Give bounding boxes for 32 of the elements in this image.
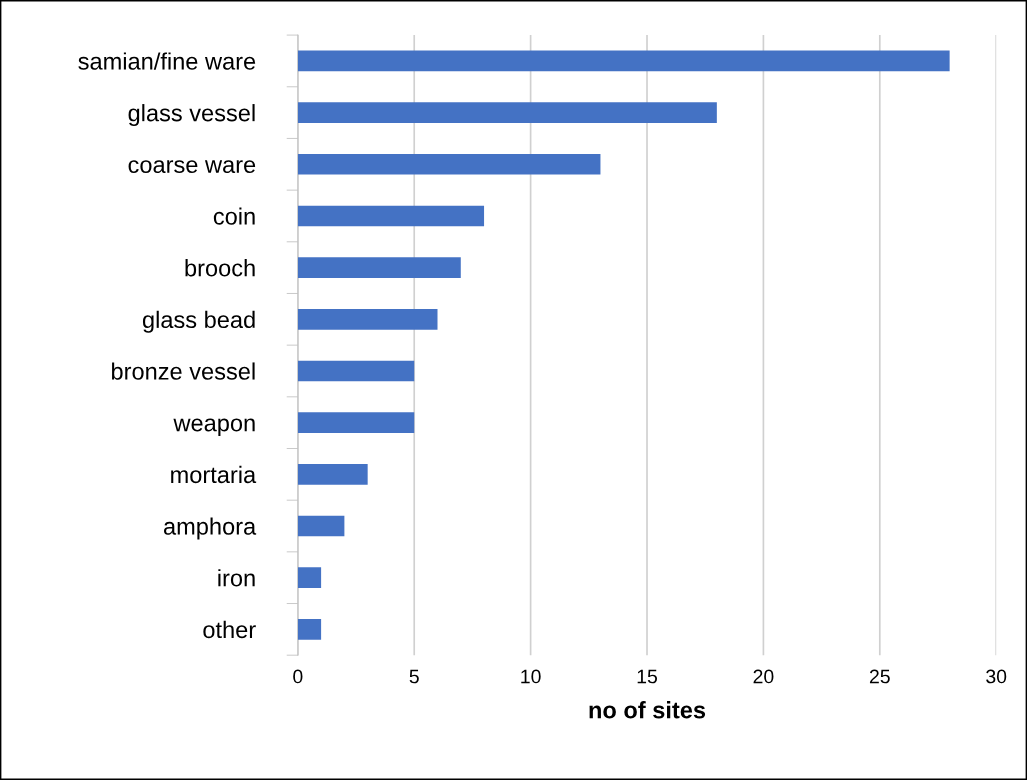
bar (297, 360, 415, 382)
y-tick-label: coarse ware (128, 160, 256, 174)
bar (297, 412, 415, 433)
y-tick-label: glass vessel (128, 104, 255, 127)
bar (297, 257, 461, 278)
bar (297, 153, 601, 175)
y-tick-label: iron (218, 569, 255, 587)
bar (297, 50, 950, 72)
x-tick-label: 20 (753, 669, 774, 684)
x-axis-title: no of sites (589, 701, 706, 719)
x-tick-label: 5 (409, 669, 419, 684)
bar (297, 102, 717, 123)
x-tick-label: 10 (521, 669, 541, 684)
y-tick-label: mortaria (171, 465, 257, 484)
y-tick-label: coin (213, 207, 255, 225)
bar (297, 308, 438, 330)
bar (297, 515, 345, 537)
x-tick-label: 0 (293, 669, 303, 684)
bar (297, 464, 368, 485)
y-tick-label: amphora (163, 517, 257, 540)
y-tick-label: glass bead (142, 310, 255, 333)
x-tick-label: 30 (986, 669, 1007, 684)
bar (297, 619, 322, 640)
y-tick-label: brooch (185, 259, 255, 277)
y-tick-label: samian/fine ware (78, 52, 256, 70)
y-tick-label: bronze vessel (112, 362, 255, 380)
y-tick-label: weapon (173, 418, 255, 437)
y-tick-label: other (203, 620, 256, 639)
x-tick-label: 15 (637, 669, 658, 684)
bar (297, 567, 322, 589)
bar (297, 205, 485, 227)
x-tick-label: 25 (869, 669, 890, 684)
